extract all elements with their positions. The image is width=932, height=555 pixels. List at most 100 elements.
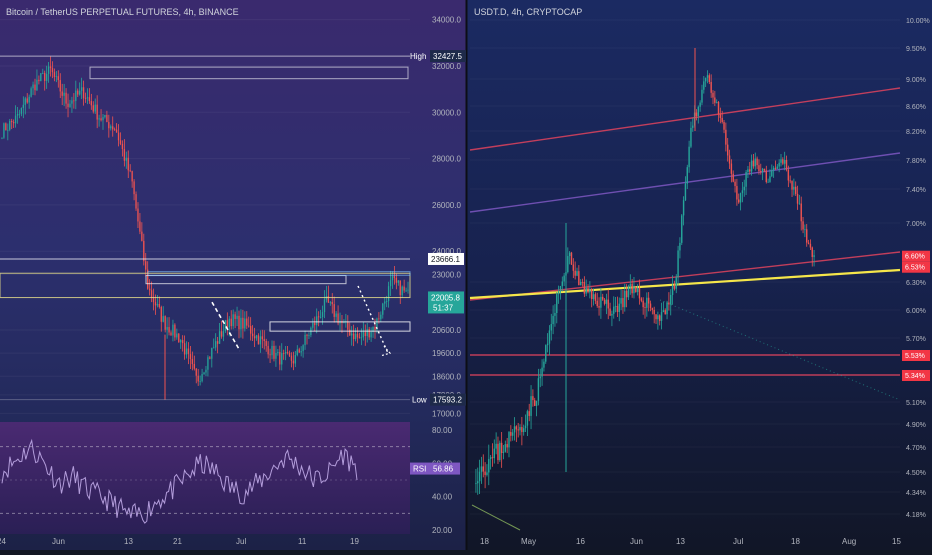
usdt-candle <box>600 296 602 308</box>
btc-candle <box>197 375 199 382</box>
usdt-candle <box>589 288 591 293</box>
usdt-candle <box>714 97 716 103</box>
btc-candle <box>156 303 159 306</box>
btc-candle <box>300 351 302 353</box>
btc-candle <box>207 357 209 370</box>
usdt-candle <box>653 309 655 315</box>
right-y-tick-label: 5.10% <box>906 400 926 407</box>
btc-candle <box>14 115 17 124</box>
btc-candle <box>94 104 96 112</box>
left-x-tick-label: 13 <box>124 537 133 546</box>
usdt-candle <box>671 285 674 295</box>
btc-candle <box>281 352 283 365</box>
left-x-tick-label: 19 <box>350 537 359 546</box>
usdt-candle <box>537 378 540 401</box>
channel-upper-line <box>469 87 901 151</box>
rsi-tick-label: 40.00 <box>432 493 453 502</box>
dotted-teal-projection <box>659 299 901 401</box>
btc-candle <box>131 171 133 182</box>
usdt-candle <box>783 159 786 164</box>
right-x-tick-label: Jul <box>733 537 743 546</box>
usdt-candle <box>605 299 608 304</box>
btc-candle <box>135 194 137 209</box>
btc-candle <box>296 349 298 356</box>
usdt-candle <box>726 144 729 156</box>
btc-candle <box>236 315 238 319</box>
usdt-candle <box>499 442 501 461</box>
btc-candle <box>327 295 330 303</box>
btc-candle <box>102 117 104 121</box>
btc-candle <box>387 286 390 302</box>
btc-candle <box>166 327 168 330</box>
projection-arrowhead <box>381 345 392 357</box>
btc-candle <box>385 301 388 302</box>
btc-candle <box>96 104 98 120</box>
usdt-candle <box>515 426 518 430</box>
btc-candle <box>376 318 378 330</box>
usdt-candle <box>813 255 815 257</box>
btc-candle <box>215 341 217 348</box>
high-label: High <box>410 52 426 61</box>
usdt-candle <box>497 443 499 461</box>
usdt-candle <box>679 242 681 251</box>
btc-candle <box>11 120 13 123</box>
btc-candle <box>170 332 172 336</box>
usdt-candle <box>524 425 527 429</box>
btc-candle <box>298 349 300 353</box>
btc-candle <box>106 114 108 123</box>
btc-candle <box>399 280 401 296</box>
rsi-line <box>1 438 358 524</box>
btc-candle <box>337 313 339 324</box>
support-badge-2 <box>902 370 930 381</box>
btc-candle <box>382 303 384 315</box>
usdt-candle <box>752 160 755 167</box>
btc-candle <box>364 332 366 337</box>
usdt-candle <box>776 166 779 169</box>
usdt-candle <box>666 302 668 315</box>
resistance-box-blue <box>147 271 411 276</box>
usdt-candle <box>800 203 802 222</box>
level-badge-value: 23666.1 <box>431 255 460 264</box>
btc-candle <box>407 289 409 291</box>
usdt-candle <box>609 308 611 316</box>
channel-lower-line <box>469 251 901 301</box>
left-x-tick-label: 24 <box>0 537 6 546</box>
usdt-candle <box>534 400 536 406</box>
btc-candle <box>61 91 63 96</box>
btc-candle <box>304 334 306 346</box>
usdt-candle <box>692 125 694 128</box>
btc-candle <box>26 98 28 103</box>
btc-candle <box>255 335 258 339</box>
btc-candle <box>238 315 240 330</box>
usdt-candle <box>736 186 738 200</box>
usdt-candle <box>767 181 769 183</box>
btc-candle <box>349 329 351 336</box>
usdt-candle <box>745 172 747 187</box>
usdt-candle <box>732 173 734 182</box>
usdt-candle <box>765 170 768 183</box>
level-badge <box>428 252 464 265</box>
right-y-tick-label: 6.00% <box>906 308 926 315</box>
btc-candle <box>40 73 42 82</box>
usdt-candle <box>701 89 703 103</box>
btc-candle <box>1 137 3 139</box>
btc-candle <box>347 321 349 330</box>
btc-candle <box>98 118 100 120</box>
btc-candle <box>368 328 370 338</box>
btc-candle <box>273 345 275 359</box>
btc-candle <box>228 318 230 328</box>
btc-candle <box>226 320 229 328</box>
usdt-candle <box>796 193 799 204</box>
left-y-tick-label: 32000.0 <box>432 62 461 71</box>
usdt-candle <box>598 306 600 308</box>
btc-candle <box>234 314 236 319</box>
btc-candle <box>42 73 44 74</box>
usdt-candle <box>642 300 644 308</box>
rsi-pane-background <box>0 422 410 534</box>
low-badge <box>430 393 466 406</box>
btc-candle <box>82 87 85 99</box>
rsi-value-badge <box>430 462 460 475</box>
btc-candle <box>51 68 54 73</box>
btc-candle <box>24 98 26 105</box>
